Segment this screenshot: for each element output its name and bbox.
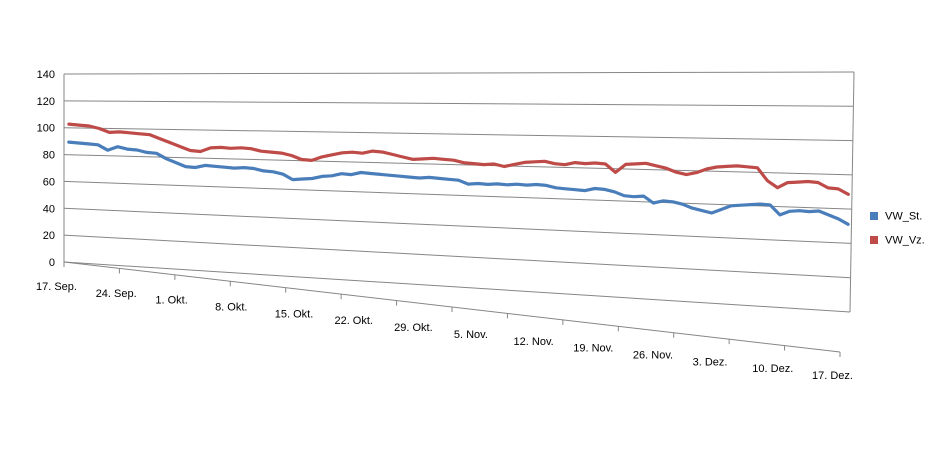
y-tick-label: 0 (49, 257, 55, 269)
x-tick-label: 8. Okt. (215, 302, 247, 314)
back-wall-edge (849, 71, 855, 313)
grid-layer (63, 71, 855, 357)
y-tick-label: 140 (37, 69, 55, 81)
x-tick-label: 24. Sep. (96, 288, 137, 300)
x-tick-label: 5. Nov. (454, 329, 488, 341)
y-tick-label: 20 (43, 230, 55, 242)
series-layer (67, 122, 850, 226)
gridline (63, 207, 852, 244)
gridline (63, 100, 854, 107)
y-tick-label: 100 (37, 123, 55, 135)
legend-label-vw-st: VW_St. (885, 211, 922, 223)
x-axis-ticks: 17. Sep. 24. Sep. 1. Okt. 8. Okt. 15. Okt. 22… (36, 281, 853, 382)
gridline (63, 127, 853, 142)
x-tick-label: 22. Okt. (334, 315, 373, 327)
gridline (63, 234, 851, 279)
gridline (63, 71, 855, 75)
y-tick-label: 80 (43, 150, 55, 162)
legend-swatch-vw-st (870, 212, 878, 220)
x-tick-label: 29. Okt. (394, 322, 433, 334)
x-tick-label: 17. Dez. (812, 370, 853, 382)
y-tick-label: 120 (37, 96, 55, 108)
x-tick-label: 26. Nov. (633, 349, 673, 361)
series-line-vw-vz (67, 122, 850, 196)
y-tick-label: 40 (43, 203, 55, 215)
x-tick-label: 1. Okt. (155, 295, 187, 307)
x-tick-label: 10. Dez. (752, 363, 793, 375)
gridline (63, 261, 851, 313)
legend-label-vw-vz: VW_Vz. (885, 235, 925, 247)
gridline (63, 154, 853, 176)
x-tick-label: 17. Sep. (36, 281, 77, 293)
y-tick-label: 60 (43, 176, 55, 188)
x-tick-label: 15. Okt. (275, 308, 314, 320)
y-axis-ticks: 0 20 40 60 80 100 120 140 (37, 69, 55, 269)
x-tick-label: 19. Nov. (573, 343, 613, 355)
x-tick-label: 12. Nov. (514, 336, 554, 348)
legend-swatch-vw-vz (870, 236, 878, 244)
legend: VW_St. VW_Vz. (870, 211, 925, 247)
x-tick-label: 3. Dez. (693, 356, 728, 368)
gridline (63, 180, 852, 210)
series-line-vw-st (67, 140, 850, 226)
